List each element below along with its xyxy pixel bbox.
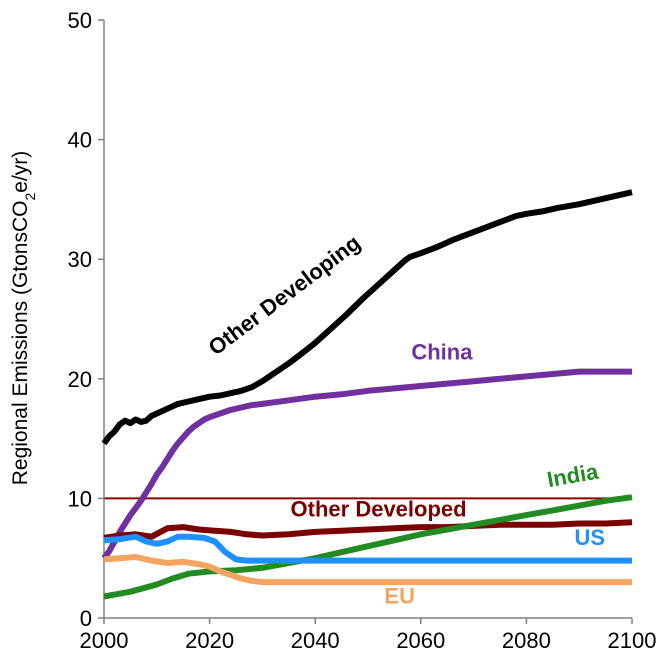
y-axis-title-tail: e/yr) bbox=[9, 151, 32, 193]
y-tick-label: 0 bbox=[80, 606, 92, 631]
series-line-india bbox=[103, 494, 633, 600]
series-label-other-developed: Other Developed bbox=[291, 496, 467, 521]
tick-labels: 2000 2020 2040 2060 2080 2100 0 10 20 30 40 50 bbox=[68, 8, 657, 652]
axes bbox=[103, 20, 632, 619]
y-tick-label: 30 bbox=[68, 247, 92, 272]
series-label-eu: EU bbox=[384, 584, 415, 609]
x-tick-label: 2060 bbox=[396, 628, 445, 652]
y-tick-label: 20 bbox=[68, 367, 92, 392]
series-line-other-developing bbox=[101, 189, 633, 446]
series-label-other-developing: Other Developing bbox=[204, 230, 365, 360]
x-tick-label: 2040 bbox=[291, 628, 340, 652]
x-tick-label: 2080 bbox=[502, 628, 551, 652]
y-tick-label: 10 bbox=[68, 486, 92, 511]
series-label-india: India bbox=[545, 459, 601, 493]
series-lines bbox=[101, 189, 633, 600]
series-line-eu bbox=[103, 554, 632, 586]
y-axis-title-subscript: 2 bbox=[22, 193, 38, 201]
y-tick-label: 40 bbox=[68, 128, 92, 153]
x-tick-label: 2000 bbox=[80, 628, 129, 652]
series-labels: Other Developing China Other Developed Indi… bbox=[204, 230, 605, 609]
series-label-china: China bbox=[411, 340, 473, 365]
y-tick-label: 50 bbox=[68, 8, 92, 33]
series-line-us bbox=[103, 533, 632, 564]
series-line-china bbox=[101, 368, 632, 560]
series-line-other-developed bbox=[103, 519, 633, 541]
x-tick-label: 2100 bbox=[608, 628, 657, 652]
x-tick-label: 2020 bbox=[185, 628, 234, 652]
series-label-us: US bbox=[574, 525, 605, 550]
y-axis-title: Regional Emissions (GtonsCO2e/yr) bbox=[9, 151, 38, 486]
y-axis-title-main: Regional Emissions (GtonsCO bbox=[9, 201, 32, 486]
